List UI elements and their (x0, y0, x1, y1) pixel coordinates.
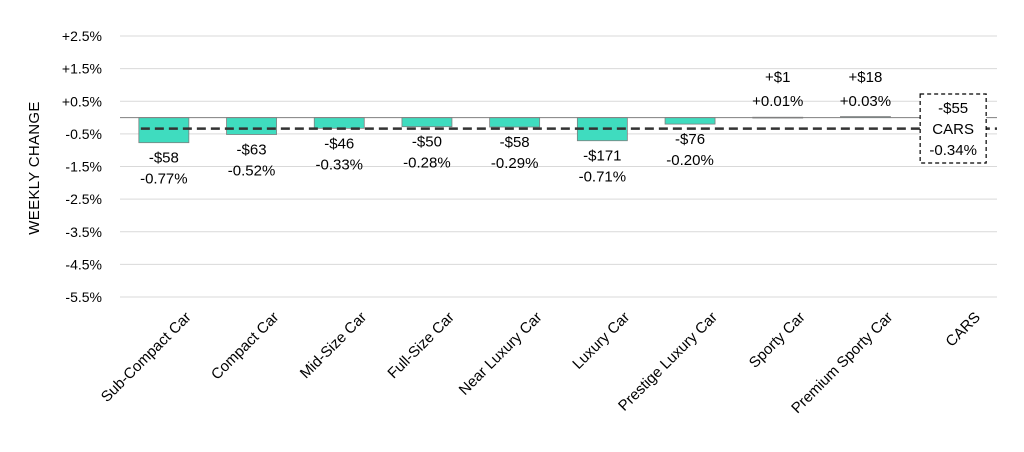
bar (401, 117, 453, 128)
data-label-dollar: -$63 (237, 142, 267, 159)
bar (664, 117, 716, 125)
x-axis-categories: Sub-Compact Car Compact Car Mid-Size Car Fu… (98, 309, 984, 417)
y-tick-label: +2.5% (62, 28, 102, 44)
y-tick-label: -0.5% (65, 126, 102, 142)
data-label-dollar: -$171 (583, 148, 621, 165)
x-category-label: Sporty Car (746, 309, 809, 372)
data-label-dollar: -$58 (149, 150, 179, 167)
x-category-label: Prestige Luxury Car (615, 309, 721, 415)
bar (313, 117, 365, 129)
y-axis-ticks: +2.5% +1.5% +0.5% -0.5% -1.5% -2.5% -3.5% -4.5%… (62, 28, 102, 305)
data-label-percent: +0.03% (840, 93, 891, 110)
x-category-label: Premium Sporty Car (788, 309, 896, 417)
y-tick-label: -5.5% (65, 289, 102, 305)
y-tick-label: -1.5% (65, 159, 102, 175)
x-category-label: Full-Size Car (384, 309, 457, 382)
y-axis-label: WEEKLY CHANGE (26, 101, 43, 234)
bar (226, 117, 277, 135)
data-labels: -$58 -0.77% -$63 -0.52% -$46 -0.33% -$50 -0.28%… (140, 69, 891, 188)
aggregate-box (919, 93, 987, 164)
data-label-percent: -0.77% (140, 171, 188, 188)
data-label-dollar: -$50 (412, 134, 442, 151)
data-label-percent: -0.28% (403, 155, 451, 172)
data-label-dollar: -$46 (324, 135, 354, 152)
data-label-percent: -0.20% (666, 152, 714, 169)
y-tick-label: -4.5% (65, 256, 102, 272)
aggregate-percent: -0.34% (929, 142, 977, 159)
y-tick-label: -3.5% (65, 224, 102, 240)
x-category-label: CARS (942, 309, 983, 350)
data-label-percent: -0.71% (579, 169, 627, 186)
bar (138, 117, 190, 144)
y-tick-label: -2.5% (65, 191, 102, 207)
y-tick-label: +0.5% (62, 93, 102, 109)
data-label-dollar: -$58 (500, 134, 530, 151)
x-category-label: Compact Car (208, 309, 283, 384)
data-label-dollar: +$18 (849, 69, 883, 86)
y-tick-label: +1.5% (62, 61, 102, 77)
data-label-percent: -0.33% (315, 156, 363, 173)
data-label-percent: +0.01% (752, 93, 803, 110)
data-label-percent: -0.52% (228, 163, 276, 180)
aggregate-dollar: -$55 (938, 100, 968, 117)
x-category-label: Near Luxury Car (456, 309, 546, 399)
data-label-dollar: +$1 (765, 69, 790, 86)
data-label-dollar: -$76 (675, 131, 705, 148)
data-label-percent: -0.29% (491, 155, 539, 172)
bars (138, 116, 891, 144)
x-category-label: Sub-Compact Car (98, 309, 195, 406)
aggregate-label: CARS (932, 121, 974, 138)
x-category-label: Luxury Car (569, 309, 633, 373)
aggregate-callout: -$55 CARS -0.34% (919, 93, 987, 164)
bar (489, 117, 541, 128)
x-category-label: Mid-Size Car (297, 309, 370, 382)
